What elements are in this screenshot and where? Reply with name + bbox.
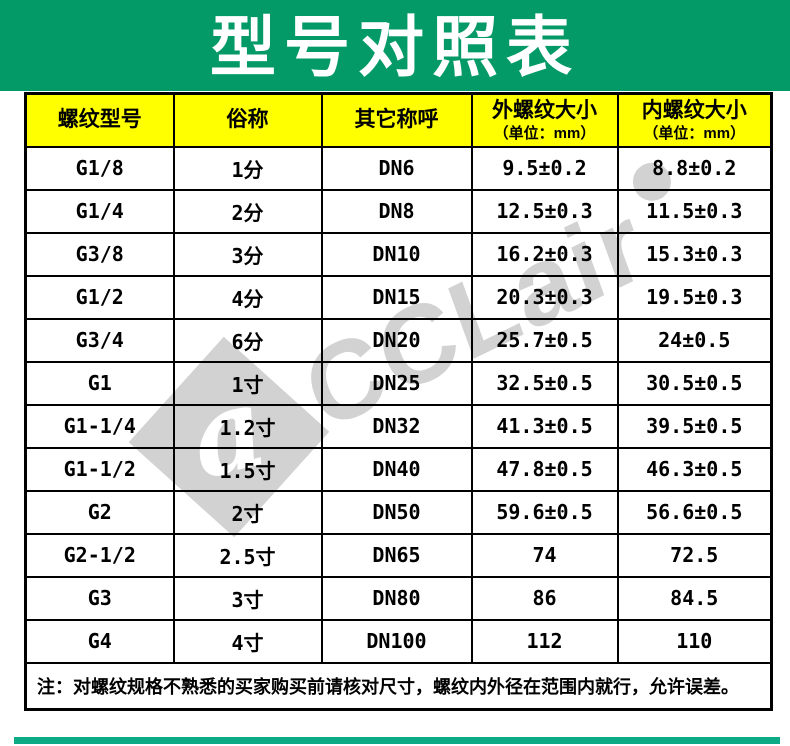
table-cell: 32.5±0.5: [470, 360, 619, 406]
table-cell: 1寸: [172, 360, 323, 406]
table-cell: 84.5: [616, 575, 773, 621]
table-cell: 41.3±0.5: [470, 403, 619, 449]
table-cell: 4寸: [172, 618, 323, 664]
table-footer: 注：对螺纹规格不熟悉的买家购买前请核对尺寸，螺纹内外径在范围内就行，允许误差。: [24, 661, 773, 711]
header-row: 螺纹型号 俗称 其它称呼 外螺纹大小 （单位：mm） 内螺纹大小 （单位：mm）: [24, 92, 773, 148]
table-row: G2 2寸 DN50 59.6±0.5 56.6±0.5: [24, 489, 773, 535]
table-cell: G1/8: [24, 145, 175, 191]
table-cell: 74: [470, 532, 619, 578]
table-cell: G3/4: [24, 317, 175, 363]
table-cell: DN80: [320, 575, 473, 621]
table-cell: DN25: [320, 360, 473, 406]
table-cell: DN100: [320, 618, 473, 664]
table-body: G1/8 1分 DN6 9.5±0.2 8.8±0.2 G1/4 2分 DN8 12.5±0.3…: [24, 145, 773, 664]
table-cell: 3分: [172, 231, 323, 277]
table-row: G3/8 3分 DN10 16.2±0.3 15.3±0.3: [24, 231, 773, 277]
table-cell: 1分: [172, 145, 323, 191]
table-cell: 6分: [172, 317, 323, 363]
table-cell: 39.5±0.5: [616, 403, 773, 449]
table-row: G1-1/2 1.5寸 DN40 47.8±0.5 46.3±0.5: [24, 446, 773, 492]
table-cell: 72.5: [616, 532, 773, 578]
col-header-label: 俗称: [226, 108, 269, 132]
table-cell: DN65: [320, 532, 473, 578]
table-row: G4 4寸 DN100 112 110: [24, 618, 773, 664]
table-cell: DN40: [320, 446, 473, 492]
table-cell: 8.8±0.2: [616, 145, 773, 191]
table-cell: 12.5±0.3: [470, 188, 619, 234]
bottom-accent-strip: [14, 737, 780, 744]
table-cell: G2-1/2: [24, 532, 175, 578]
table-cell: 16.2±0.3: [470, 231, 619, 277]
table-cell: 1.2寸: [172, 403, 323, 449]
col-header-label: 内螺纹大小: [641, 98, 747, 122]
table-row: G1/8 1分 DN6 9.5±0.2 8.8±0.2: [24, 145, 773, 191]
table-cell: G1/4: [24, 188, 175, 234]
table-cell: 2分: [172, 188, 323, 234]
col-header-unit: （单位：mm）: [493, 124, 596, 142]
table-row: G3 3寸 DN80 86 84.5: [24, 575, 773, 621]
table-cell: G1-1/2: [24, 446, 175, 492]
table-cell: 20.3±0.3: [470, 274, 619, 320]
table-cell: 46.3±0.5: [616, 446, 773, 492]
table-cell: G3: [24, 575, 175, 621]
table-cell: 24±0.5: [616, 317, 773, 363]
table-cell: 30.5±0.5: [616, 360, 773, 406]
table-cell: G2: [24, 489, 175, 535]
table-cell: DN8: [320, 188, 473, 234]
table-cell: 3寸: [172, 575, 323, 621]
table-cell: DN50: [320, 489, 473, 535]
table-cell: 2寸: [172, 489, 323, 535]
table-cell: 25.7±0.5: [470, 317, 619, 363]
table-cell: G3/8: [24, 231, 175, 277]
col-header-other-name: 其它称呼: [320, 92, 473, 148]
table-cell: 19.5±0.3: [616, 274, 773, 320]
table-cell: G4: [24, 618, 175, 664]
table-cell: 15.3±0.3: [616, 231, 773, 277]
table-cell: G1-1/4: [24, 403, 175, 449]
table-cell: 9.5±0.2: [470, 145, 619, 191]
col-header-common-name: 俗称: [172, 92, 323, 148]
table-cell: 112: [470, 618, 619, 664]
table-row: G1/2 4分 DN15 20.3±0.3 19.5±0.3: [24, 274, 773, 320]
table-cell: DN6: [320, 145, 473, 191]
table-row: G2-1/2 2.5寸 DN65 74 72.5: [24, 532, 773, 578]
table-row: G1 1寸 DN25 32.5±0.5 30.5±0.5: [24, 360, 773, 406]
table-cell: 86: [470, 575, 619, 621]
col-header-internal-size: 内螺纹大小 （单位：mm）: [616, 92, 773, 148]
table-cell: 59.6±0.5: [470, 489, 619, 535]
table-cell: DN20: [320, 317, 473, 363]
table-row: G1-1/4 1.2寸 DN32 41.3±0.5 39.5±0.5: [24, 403, 773, 449]
table-header: 螺纹型号 俗称 其它称呼 外螺纹大小 （单位：mm） 内螺纹大小 （单位：mm）: [24, 92, 773, 148]
col-header-label: 其它称呼: [354, 108, 439, 132]
table-cell: 1.5寸: [172, 446, 323, 492]
table-cell: 2.5寸: [172, 532, 323, 578]
table-section: a CCLair 螺纹型号 俗称 其它称呼 外螺纹大小 （单: [0, 92, 790, 711]
table-cell: 110: [616, 618, 773, 664]
table-row: G3/4 6分 DN20 25.7±0.5 24±0.5: [24, 317, 773, 363]
table-cell: DN15: [320, 274, 473, 320]
table-cell: G1/2: [24, 274, 175, 320]
col-header-label: 螺纹型号: [57, 108, 142, 132]
thread-size-table: 螺纹型号 俗称 其它称呼 外螺纹大小 （单位：mm） 内螺纹大小 （单位：mm）…: [24, 92, 773, 711]
note-text: 注：对螺纹规格不熟悉的买家购买前请核对尺寸，螺纹内外径在范围内就行，允许误差。: [24, 661, 773, 711]
col-header-unit: （单位：mm）: [643, 124, 746, 142]
col-header-thread-type: 螺纹型号: [24, 92, 175, 148]
table-cell: G1: [24, 360, 175, 406]
table-row: G1/4 2分 DN8 12.5±0.3 11.5±0.3: [24, 188, 773, 234]
table-cell: 56.6±0.5: [616, 489, 773, 535]
title-banner: 型号对照表: [0, 0, 790, 91]
table-cell: DN32: [320, 403, 473, 449]
table-cell: 4分: [172, 274, 323, 320]
col-header-external-size: 外螺纹大小 （单位：mm）: [470, 92, 619, 148]
table-cell: 47.8±0.5: [470, 446, 619, 492]
col-header-label: 外螺纹大小: [492, 98, 597, 122]
page-title: 型号对照表: [210, 9, 580, 84]
note-row: 注：对螺纹规格不熟悉的买家购买前请核对尺寸，螺纹内外径在范围内就行，允许误差。: [24, 661, 773, 711]
table-cell: DN10: [320, 231, 473, 277]
table-cell: 11.5±0.3: [616, 188, 773, 234]
